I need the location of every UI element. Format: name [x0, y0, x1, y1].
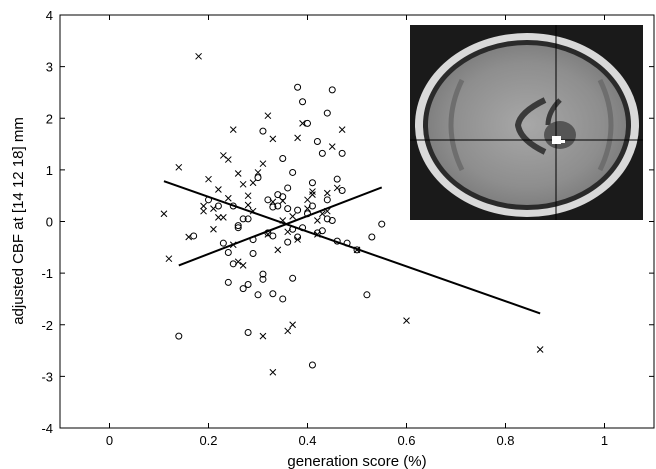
- x-tick-label: 0.4: [298, 433, 316, 448]
- x-tick-label: 0.6: [397, 433, 415, 448]
- x-tick-label: 0.8: [496, 433, 514, 448]
- activation-blob-small: [561, 140, 565, 143]
- x-tick-label: 1: [601, 433, 608, 448]
- y-tick-label: -3: [41, 369, 53, 384]
- x-tick-labels: 0 0.2 0.4 0.6 0.8 1: [106, 433, 608, 448]
- brain-tissue: [428, 45, 626, 205]
- x-axis-label: generation score (%): [287, 453, 426, 469]
- x-tick-label: 0: [106, 433, 113, 448]
- y-axis-label: adjusted CBF at [14 12 18] mm: [10, 117, 27, 325]
- y-tick-label: 0: [46, 215, 53, 230]
- y-tick-label: 3: [46, 60, 53, 75]
- y-tick-label: -4: [41, 421, 53, 436]
- y-tick-label: -1: [41, 266, 53, 281]
- y-tick-label: -2: [41, 318, 53, 333]
- x-tick-label: 0.2: [199, 433, 217, 448]
- brain-mri-inset: [410, 25, 643, 220]
- y-tick-labels: -4 -3 -2 -1 0 1 2 3 4: [41, 8, 53, 436]
- thalamus-region: [544, 121, 576, 149]
- y-tick-label: 1: [46, 163, 53, 178]
- activation-blob: [552, 136, 561, 144]
- y-tick-label: 4: [46, 8, 53, 23]
- y-tick-label: 2: [46, 111, 53, 126]
